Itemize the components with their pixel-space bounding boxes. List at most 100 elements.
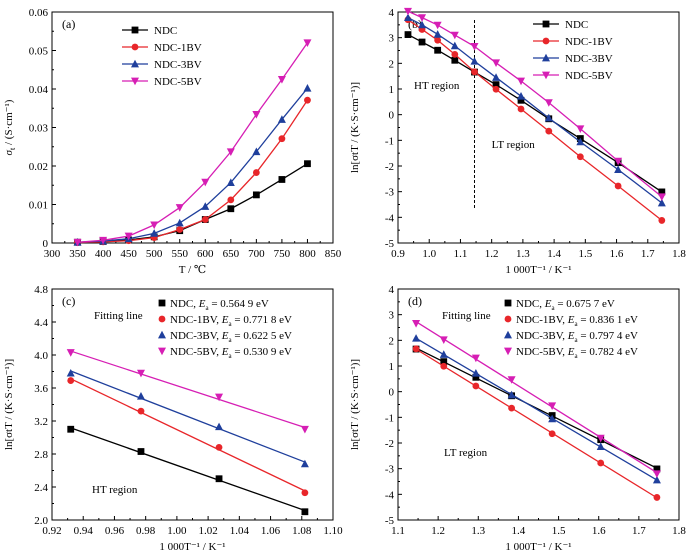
- data-point: [418, 20, 427, 29]
- x-tick-label: 1.1: [454, 248, 468, 260]
- annotation-label: LT region: [444, 447, 488, 459]
- x-tick-label: 1.7: [641, 248, 655, 260]
- data-point: [517, 96, 525, 104]
- y-tick-label: -2: [385, 438, 394, 450]
- legend-label: NDC, Ea = 0.564 9 eV: [170, 298, 269, 312]
- x-tick-label: 450: [120, 248, 137, 260]
- data-point: [412, 334, 421, 342]
- legend: NDC, Ea = 0.675 7 eV NDC-1BV, Ea = 0.836 …: [504, 298, 638, 360]
- data-point: [66, 368, 75, 377]
- data-point: [150, 221, 159, 230]
- data-point: [548, 430, 556, 438]
- data-point: [517, 105, 525, 113]
- chart-panel-0: 300 350 400 450 500 550 600 650 700 750 800 850 0 0.0…: [3, 7, 342, 276]
- legend-marker: [131, 43, 139, 51]
- y-tick-label: -1: [385, 135, 394, 147]
- data-point: [252, 191, 260, 199]
- legend-label: NDC-3BV, Ea = 0.622 5 eV: [170, 330, 292, 344]
- series-0: [404, 31, 666, 196]
- x-tick-label: 850: [325, 248, 342, 260]
- legend-label: NDC-3BV: [565, 53, 613, 65]
- data-point: [176, 226, 184, 233]
- data-point: [201, 216, 209, 223]
- data-point: [303, 39, 312, 47]
- y-tick-label: 3.2: [34, 416, 48, 428]
- data-point: [658, 217, 666, 224]
- legend-marker: [542, 71, 550, 80]
- data-point: [201, 202, 210, 210]
- legend-entry-1: NDC-1BV, Ea = 0.836 1 eV: [504, 314, 638, 328]
- data-point: [614, 157, 623, 166]
- data-point: [433, 30, 442, 38]
- legend-entry-2: NDC-3BV: [533, 53, 613, 65]
- data-point: [492, 81, 500, 89]
- data-point: [492, 73, 501, 81]
- data-point: [175, 218, 184, 227]
- y-tick-label: 4: [389, 7, 395, 19]
- y-tick-label: 4.4: [34, 317, 48, 329]
- panel-label: (a): [62, 17, 75, 31]
- legend-entry-3: NDC-5BV: [533, 70, 613, 82]
- legend-label: NDC, Ea = 0.675 7 eV: [516, 298, 615, 312]
- legend-marker: [542, 53, 550, 62]
- data-point: [614, 182, 622, 190]
- legend-entry-0: NDC, Ea = 0.675 7 eV: [504, 298, 615, 312]
- legend-label: NDC-5BV, Ea = 0.530 9 eV: [170, 346, 292, 360]
- legend-entry-3: NDC-5BV, Ea = 0.782 4 eV: [504, 346, 638, 360]
- x-tick-label: 1.2: [485, 248, 499, 260]
- legend: NDC, Ea = 0.564 9 eV NDC-1BV, Ea = 0.771 …: [158, 298, 292, 360]
- legend-label: NDC-3BV, Ea = 0.797 4 eV: [516, 330, 638, 344]
- legend: NDC NDC-1BV NDC-3BV NDC-5BV: [533, 19, 613, 82]
- fit-line: [70, 427, 306, 512]
- data-point: [517, 91, 526, 100]
- series-3: [403, 7, 666, 201]
- series-1: [412, 345, 661, 501]
- data-point: [215, 422, 224, 431]
- x-tick-label: 1.06: [261, 525, 281, 537]
- data-point: [301, 489, 309, 497]
- x-tick-label: 0.92: [42, 525, 61, 537]
- data-point: [412, 319, 421, 328]
- series-line: [407, 10, 663, 198]
- data-point: [301, 508, 309, 516]
- legend-label: NDC-5BV: [154, 76, 202, 88]
- data-point: [596, 442, 605, 450]
- data-point: [403, 13, 412, 22]
- data-point: [440, 362, 448, 370]
- data-point: [137, 407, 145, 415]
- data-point: [418, 14, 427, 22]
- series-1: [74, 96, 311, 247]
- legend-entry-1: NDC-1BV: [533, 36, 613, 48]
- y-tick-label: 0.02: [29, 161, 48, 173]
- x-tick-label: 0.98: [136, 525, 156, 537]
- legend-entry-3: NDC-5BV, Ea = 0.530 9 eV: [158, 346, 292, 360]
- data-point: [576, 137, 585, 146]
- x-tick-label: 1.02: [198, 525, 217, 537]
- legend-label: NDC-1BV, Ea = 0.771 8 eV: [170, 314, 292, 328]
- data-point: [404, 31, 412, 38]
- x-tick-label: 750: [274, 248, 291, 260]
- data-point: [136, 369, 145, 378]
- legend-marker: [131, 26, 139, 34]
- y-tick-label: -5: [385, 238, 395, 250]
- x-tick-label: 1.00: [167, 525, 187, 537]
- series-3: [412, 319, 661, 478]
- y-tick-label: -3: [385, 187, 395, 199]
- x-tick-label: 1.8: [672, 248, 686, 260]
- data-point: [492, 59, 501, 68]
- panel-label: (d): [408, 294, 422, 308]
- y-tick-label: 4: [389, 284, 395, 296]
- x-tick-label: 1.3: [471, 525, 485, 537]
- legend-label: NDC-1BV, Ea = 0.836 1 eV: [516, 314, 638, 328]
- data-point: [277, 75, 286, 84]
- series-1: [67, 377, 309, 497]
- data-point: [66, 349, 75, 357]
- data-point: [73, 238, 82, 247]
- x-tick-label: 1.5: [578, 248, 592, 260]
- data-point: [653, 465, 661, 473]
- series-3: [73, 39, 312, 247]
- fit-line: [70, 350, 306, 429]
- data-point: [439, 350, 448, 358]
- data-point: [304, 96, 311, 104]
- x-tick-label: 700: [248, 248, 265, 260]
